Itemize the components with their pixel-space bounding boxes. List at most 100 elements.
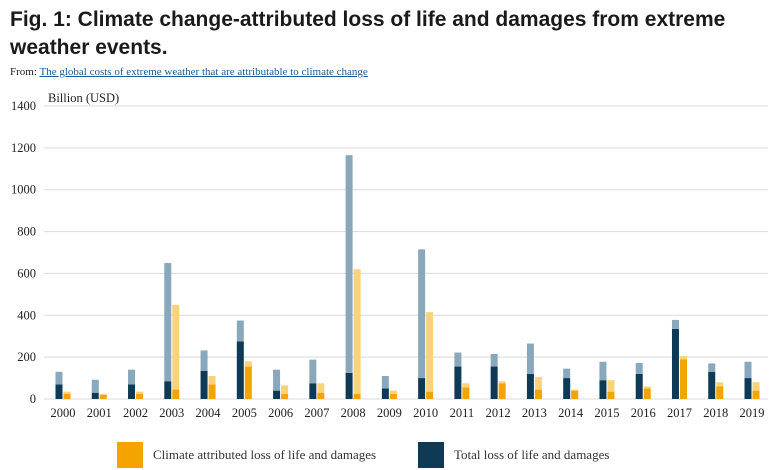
legend-item-total: Total loss of life and damages xyxy=(418,442,609,468)
bar-total-lower xyxy=(744,378,752,399)
bar-attributed-lower xyxy=(752,390,760,399)
bar-total-upper xyxy=(490,354,498,367)
grid-lines xyxy=(44,105,768,400)
bar-total-upper xyxy=(599,361,607,381)
x-tick-label: 2007 xyxy=(304,406,329,420)
bar-attributed-lower xyxy=(172,389,180,399)
bar-attributed-upper xyxy=(389,390,397,394)
bar-total-lower xyxy=(345,372,353,399)
source-from-label: From: xyxy=(10,66,37,78)
x-tick-label: 2001 xyxy=(87,406,112,420)
x-tick-label: 2013 xyxy=(522,406,547,420)
figure-title: Fig. 1: Climate change-attributed loss o… xyxy=(10,8,726,59)
bar-attributed-lower xyxy=(498,383,506,399)
x-tick-label: 2004 xyxy=(196,406,222,420)
bar-attributed-upper xyxy=(317,383,325,393)
bar-attributed-lower xyxy=(679,359,687,399)
bar-attributed-upper xyxy=(607,380,615,392)
bar-attributed-lower xyxy=(643,388,651,399)
bar-attributed-lower xyxy=(317,392,325,399)
bar-attributed-lower xyxy=(281,393,289,399)
x-tick-label: 2012 xyxy=(486,406,511,420)
bar-total-lower xyxy=(273,390,281,399)
bar-total-upper xyxy=(55,371,63,385)
bar-total-upper xyxy=(418,249,426,379)
bar-attributed-upper xyxy=(244,361,252,367)
x-tick-label: 2015 xyxy=(594,406,619,420)
bar-attributed-upper xyxy=(643,386,651,389)
bar-total-lower xyxy=(454,366,462,399)
y-tick-label: 1400 xyxy=(11,99,36,113)
bar-attributed-lower xyxy=(716,386,724,399)
bar-total-lower xyxy=(635,373,643,399)
bar-attributed-upper xyxy=(462,383,470,388)
bar-attributed-lower xyxy=(136,393,144,399)
bar-total-upper xyxy=(708,363,716,372)
x-tick-label: 2000 xyxy=(51,406,76,420)
bar-total-lower xyxy=(91,392,99,399)
bar-attributed-lower xyxy=(244,366,252,399)
bar-attributed-upper xyxy=(716,382,724,387)
legend-item-climate-attributed: Climate attributed loss of life and dama… xyxy=(117,442,376,468)
bar-attributed-lower xyxy=(389,393,397,399)
bar-attributed-lower xyxy=(99,394,107,399)
bar-attributed-lower xyxy=(462,387,470,399)
x-tick-label: 2019 xyxy=(740,406,765,420)
bar-total-lower xyxy=(55,384,63,399)
bar-total-upper xyxy=(236,320,244,342)
bar-total-lower xyxy=(599,380,607,399)
bar-total-upper xyxy=(563,368,571,379)
bar-attributed-lower xyxy=(571,390,579,399)
bar-total-upper xyxy=(744,361,752,379)
y-tick-label: 200 xyxy=(17,350,36,364)
bar-total-upper xyxy=(526,343,534,374)
x-tick-labels: 2000 2001 2002 2003 2004 2005 2006 2007 2008 2009… xyxy=(51,406,765,420)
y-tick-label: 0 xyxy=(30,392,36,406)
bar-total-lower xyxy=(200,370,208,399)
y-tick-label: 400 xyxy=(17,308,36,322)
bar-total-upper xyxy=(273,369,281,391)
bar-total-upper xyxy=(91,379,99,393)
bar-attributed-lower xyxy=(607,391,615,399)
bar-total-lower xyxy=(526,373,534,399)
x-tick-label: 2016 xyxy=(631,406,656,420)
legend-swatch-climate-attributed xyxy=(117,442,143,468)
x-tick-label: 2008 xyxy=(341,406,366,420)
bar-attributed-lower xyxy=(534,389,542,399)
bar-total-upper xyxy=(200,350,208,371)
x-tick-label: 2017 xyxy=(667,406,692,420)
x-tick-label: 2002 xyxy=(123,406,148,420)
bar-total-upper xyxy=(454,352,462,367)
bar-total-upper xyxy=(635,363,643,374)
bar-total-upper xyxy=(345,155,353,373)
bar-attributed-upper xyxy=(63,391,71,394)
legend-label-climate-attributed: Climate attributed loss of life and dama… xyxy=(153,447,377,462)
bar-total-lower xyxy=(128,384,136,399)
bar-attributed-lower xyxy=(353,393,361,399)
source-line: From: The global costs of extreme weathe… xyxy=(10,66,368,78)
source-link[interactable]: The global costs of extreme weather that… xyxy=(39,66,368,78)
bar-total-upper xyxy=(671,319,679,329)
bar-attributed-lower xyxy=(426,391,434,399)
y-tick-label: 1200 xyxy=(11,141,36,155)
bar-total-lower xyxy=(708,371,716,399)
bar-attributed-upper xyxy=(752,382,760,391)
bar-attributed-lower xyxy=(63,393,71,399)
bar-total-lower xyxy=(671,328,679,399)
bar-total-upper xyxy=(309,359,317,384)
legend: Climate attributed loss of life and dama… xyxy=(0,440,780,470)
bar-total-lower xyxy=(381,388,389,399)
bar-attributed-upper xyxy=(172,304,180,390)
legend-swatch-total xyxy=(418,442,444,468)
bar-total-lower xyxy=(418,378,426,399)
y-tick-labels: 0 200 400 600 800 1000 1200 1400 xyxy=(11,99,36,406)
bar-total-upper xyxy=(128,369,136,385)
bar-attributed-lower xyxy=(208,384,216,399)
bar-total-lower xyxy=(164,381,172,399)
legend-label-total: Total loss of life and damages xyxy=(454,447,610,462)
bar-total-lower xyxy=(563,378,571,399)
bar-attributed-upper xyxy=(99,393,107,395)
bar-chart: Billion (USD) 0200400600800100012001400 … xyxy=(11,91,768,420)
x-tick-label: 2011 xyxy=(450,406,475,420)
bar-total-upper xyxy=(381,375,389,389)
